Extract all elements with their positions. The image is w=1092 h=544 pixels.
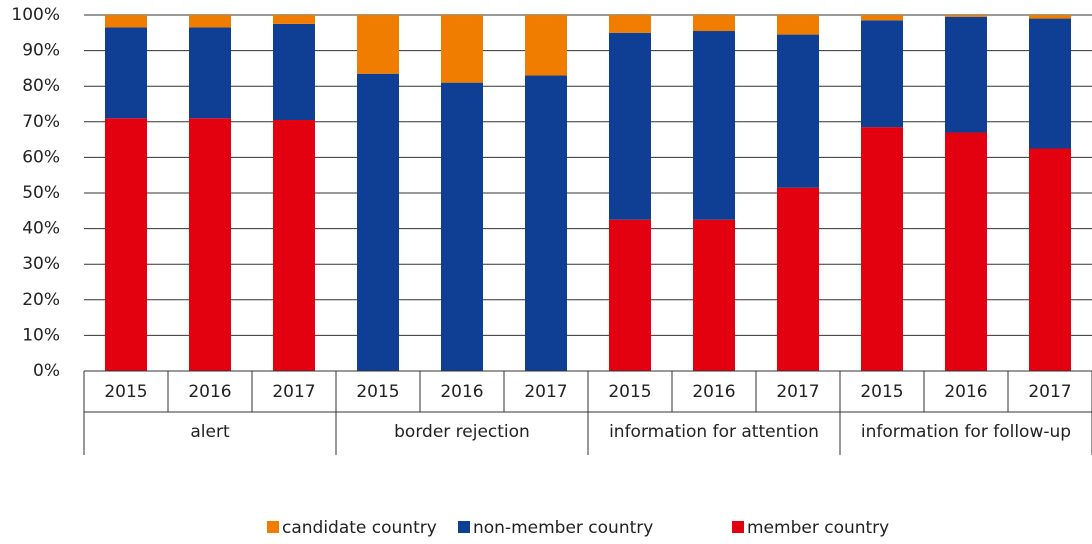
bar-segment — [1029, 18, 1071, 149]
x-tick-label: 2016 — [440, 382, 483, 402]
bar-segment — [609, 32, 651, 220]
x-tick-label: 2017 — [272, 382, 315, 402]
y-tick-label: 70% — [22, 112, 60, 132]
bar-segment — [777, 15, 819, 35]
x-tick-label: 2015 — [608, 382, 651, 402]
group-label: border rejection — [394, 422, 530, 442]
x-tick-label: 2017 — [1028, 382, 1071, 402]
y-tick-label: 30% — [22, 254, 60, 274]
y-tick-label: 60% — [22, 147, 60, 167]
y-tick-label: 40% — [22, 219, 60, 239]
bar-segment — [693, 15, 735, 32]
bar-segment — [525, 75, 567, 372]
bar-segment — [105, 118, 147, 372]
legend-label: candidate country — [282, 518, 437, 538]
y-tick-label: 0% — [33, 361, 60, 381]
legend-label: member country — [747, 518, 889, 538]
legend-swatch — [458, 521, 470, 533]
bar-segment — [609, 15, 651, 33]
y-tick-label: 20% — [22, 290, 60, 310]
bar-segment — [357, 15, 399, 74]
bar-segment — [861, 127, 903, 371]
bar-segment — [441, 15, 483, 83]
bar-segment — [1029, 15, 1071, 19]
legend-label: non-member country — [473, 518, 653, 538]
x-tick-label: 2016 — [944, 382, 987, 402]
x-tick-label: 2017 — [524, 382, 567, 402]
bar-segment — [273, 120, 315, 372]
bar-segment — [357, 73, 399, 372]
bar-segment — [105, 15, 147, 28]
x-tick-label: 2016 — [692, 382, 735, 402]
x-tick-label: 2016 — [188, 382, 231, 402]
bar-segment — [609, 219, 651, 371]
bar-segment — [105, 27, 147, 119]
bar-segment — [1029, 148, 1071, 371]
bar-segment — [861, 20, 903, 128]
legend-swatch — [267, 521, 279, 533]
y-tick-label: 90% — [22, 41, 60, 61]
x-tick-label: 2015 — [356, 382, 399, 402]
x-tick-label: 2015 — [860, 382, 903, 402]
bar-segment — [945, 132, 987, 371]
bar-segment — [189, 118, 231, 372]
bar-segment — [777, 187, 819, 371]
bar-segment — [189, 27, 231, 119]
legend-swatch — [732, 521, 744, 533]
bar-segment — [945, 16, 987, 133]
bar-segment — [189, 15, 231, 28]
bar-segment — [777, 34, 819, 188]
y-tick-label: 80% — [22, 76, 60, 96]
x-tick-label: 2015 — [104, 382, 147, 402]
bar-segment — [861, 15, 903, 21]
x-tick-label: 2017 — [776, 382, 819, 402]
bar-segment — [945, 15, 987, 17]
group-label: information for attention — [609, 422, 819, 442]
bar-segment — [273, 23, 315, 121]
bar-segment — [525, 15, 567, 76]
y-tick-label: 10% — [22, 325, 60, 345]
bar-segment — [273, 15, 315, 24]
bar-segment — [693, 219, 735, 371]
group-label: information for follow-up — [861, 422, 1071, 442]
group-label: alert — [190, 422, 230, 442]
y-tick-label: 100% — [11, 5, 60, 25]
bar-segment — [693, 31, 735, 220]
y-tick-label: 50% — [22, 183, 60, 203]
bar-segment — [441, 82, 483, 371]
